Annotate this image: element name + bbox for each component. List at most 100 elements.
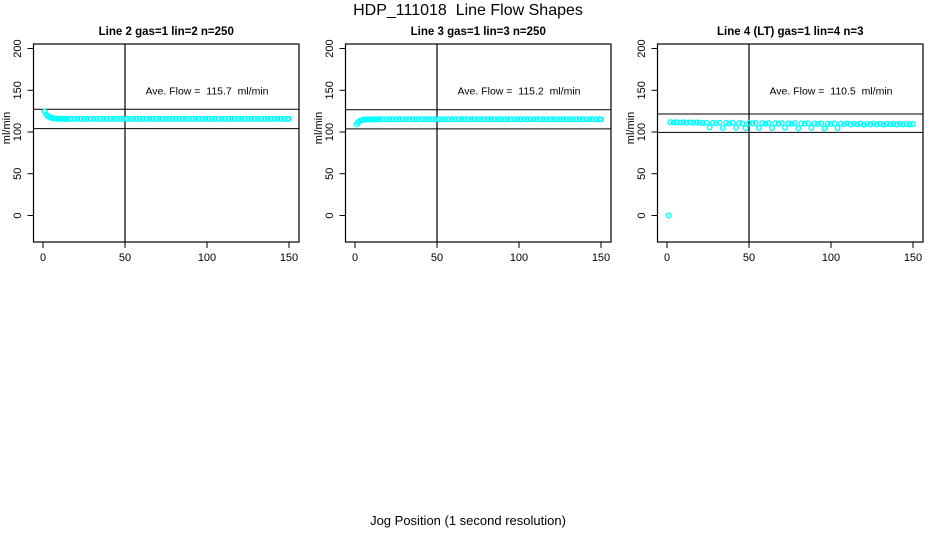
- data-point: [550, 116, 557, 123]
- data-point: [696, 119, 703, 126]
- data-point: [745, 119, 752, 126]
- data-point: [583, 116, 590, 123]
- data-point: [117, 115, 124, 122]
- data-point: [172, 115, 179, 122]
- data-point: [389, 116, 396, 123]
- data-point: [709, 119, 716, 126]
- data-point: [877, 120, 884, 127]
- data-point: [713, 120, 720, 127]
- data-point: [465, 116, 472, 123]
- data-point: [762, 120, 769, 127]
- data-point: [573, 116, 580, 123]
- data-point: [732, 124, 739, 131]
- data-point: [900, 121, 907, 128]
- data-point: [504, 116, 511, 123]
- x-tick-label: 150: [592, 252, 610, 264]
- data-point: [827, 121, 834, 128]
- x-tick-label: 0: [664, 252, 670, 264]
- data-point: [677, 119, 684, 126]
- data-point: [133, 115, 140, 122]
- data-point: [452, 116, 459, 123]
- data-point: [159, 115, 166, 122]
- data-point: [527, 116, 534, 123]
- data-point: [402, 116, 409, 123]
- data-point: [530, 116, 537, 123]
- data-point: [785, 120, 792, 127]
- data-point: [474, 116, 481, 123]
- data-point: [906, 121, 913, 128]
- data-point: [556, 116, 563, 123]
- y-tick-label: 200: [12, 39, 24, 57]
- data-point: [231, 115, 238, 122]
- data-point: [824, 120, 831, 127]
- data-point: [537, 116, 544, 123]
- y-tick-label: 50: [636, 168, 648, 180]
- data-point: [673, 119, 680, 126]
- y-tick-label: 100: [324, 123, 336, 141]
- data-point: [540, 116, 547, 123]
- data-point: [478, 116, 485, 123]
- y-tick-label: 0: [324, 212, 336, 218]
- data-point: [811, 120, 818, 127]
- data-point: [438, 116, 445, 123]
- data-point: [140, 115, 147, 122]
- data-point: [887, 121, 894, 128]
- data-point: [553, 116, 560, 123]
- data-point: [156, 115, 163, 122]
- data-point: [665, 212, 672, 219]
- data-point: [860, 121, 867, 128]
- data-point: [680, 119, 687, 126]
- data-point: [772, 120, 779, 127]
- data-point: [798, 120, 805, 127]
- x-tick-label: 100: [822, 252, 840, 264]
- data-point: [841, 121, 848, 128]
- data-point: [406, 116, 413, 123]
- data-point: [749, 120, 756, 127]
- data-point: [818, 120, 825, 127]
- data-point: [765, 119, 772, 126]
- data-point: [821, 125, 828, 132]
- data-point: [458, 116, 465, 123]
- data-point: [97, 115, 104, 122]
- y-axis-title: ml/min: [1, 112, 13, 144]
- data-point: [864, 120, 871, 127]
- data-point: [890, 120, 897, 127]
- data-point: [286, 115, 293, 122]
- data-point: [847, 121, 854, 128]
- data-point: [429, 116, 436, 123]
- data-point: [222, 115, 229, 122]
- data-point: [520, 116, 527, 123]
- data-point: [883, 120, 890, 127]
- data-point: [251, 115, 258, 122]
- plot-box: [656, 43, 924, 243]
- data-point: [192, 115, 199, 122]
- data-point: [235, 115, 242, 122]
- data-point: [514, 116, 521, 123]
- subplot-canvas: Line 2 gas=1 lin=2 n=250 0 50 100 150 200 0 50 1…: [1, 26, 300, 264]
- data-point: [547, 116, 554, 123]
- data-point: [670, 119, 677, 126]
- data-point: [455, 116, 462, 123]
- data-point: [244, 115, 251, 122]
- data-point: [100, 115, 107, 122]
- data-point: [484, 116, 491, 123]
- data-point: [723, 119, 730, 126]
- data-point: [113, 115, 120, 122]
- data-point: [873, 121, 880, 128]
- plot-box: [32, 43, 300, 243]
- data-point: [74, 115, 81, 122]
- data-point: [254, 115, 261, 122]
- data-point: [392, 116, 399, 123]
- subplot-line3: Line 3 gas=1 lin=3 n=250 0 50 100 150 200 0 50 1…: [312, 20, 624, 272]
- data-point: [442, 116, 449, 123]
- data-point: [706, 124, 713, 131]
- y-tick-label: 50: [12, 168, 24, 180]
- data-point: [560, 116, 567, 123]
- data-point: [775, 120, 782, 127]
- data-point: [598, 116, 605, 123]
- data-point: [205, 115, 212, 122]
- y-tick-label: 0: [12, 212, 24, 218]
- data-point: [146, 115, 153, 122]
- data-point: [719, 124, 726, 131]
- data-point: [149, 115, 156, 122]
